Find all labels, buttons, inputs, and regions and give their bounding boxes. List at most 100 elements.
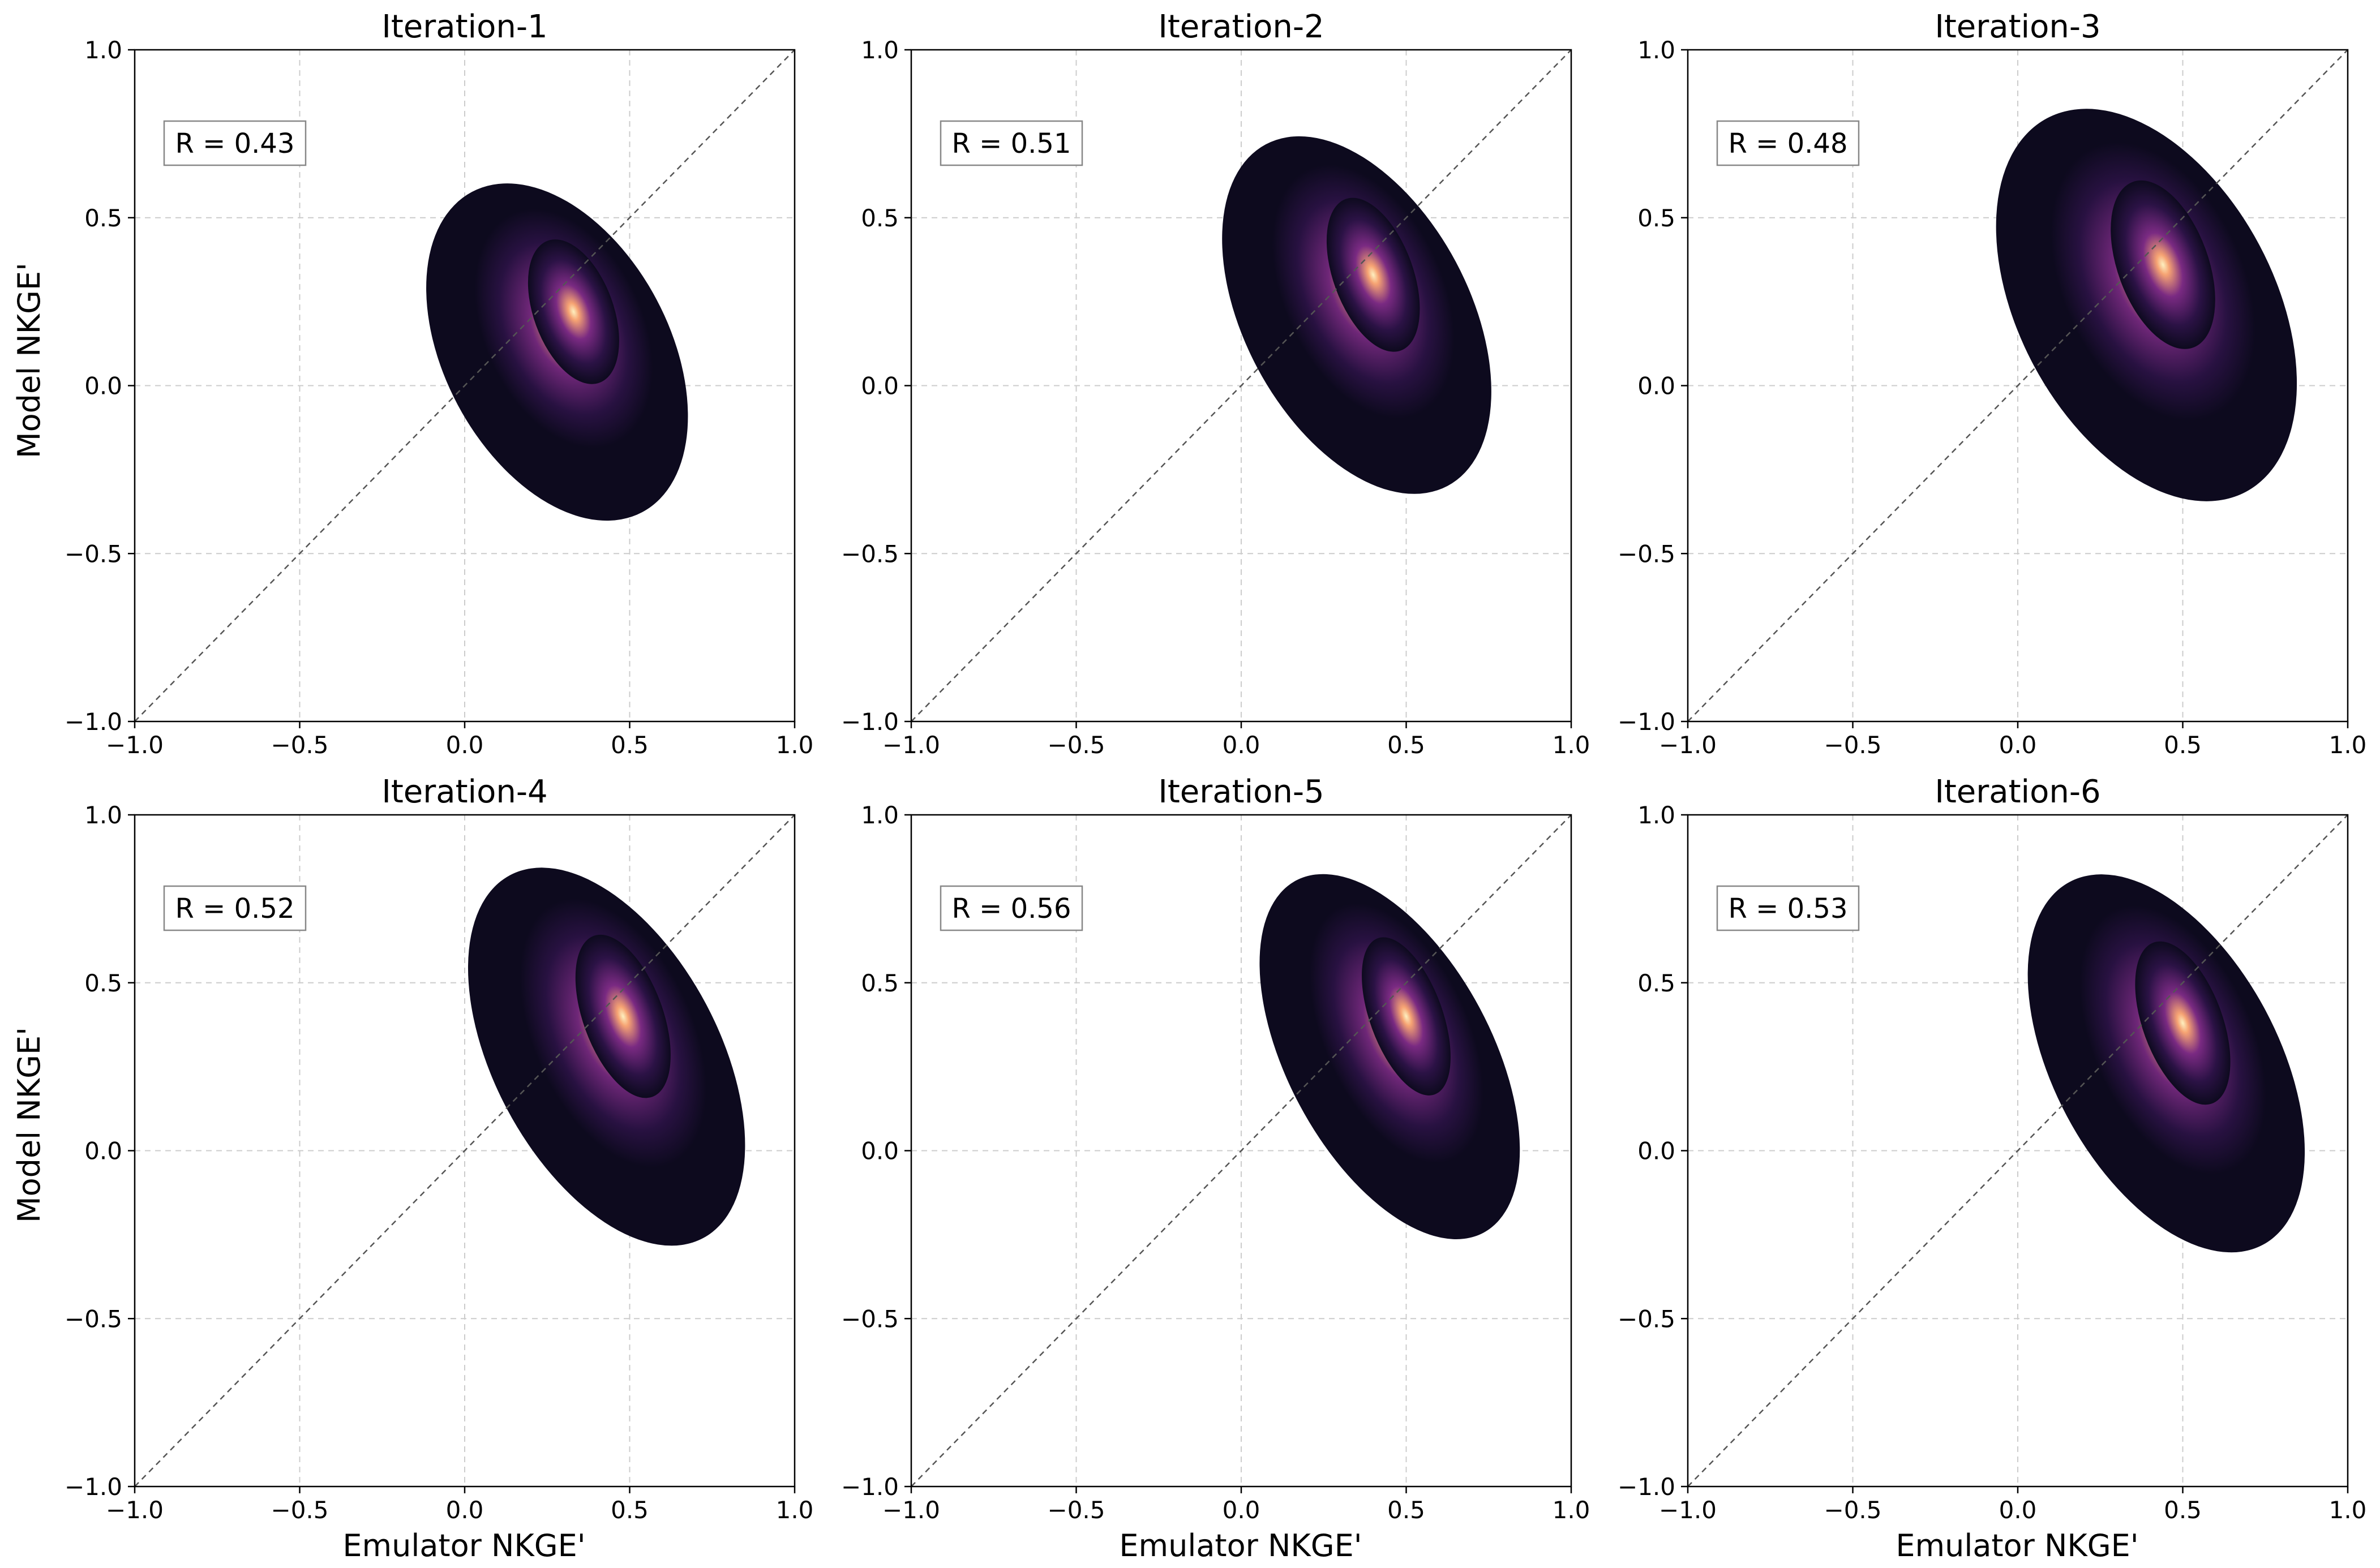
reference-line — [1687, 49, 2348, 722]
panel-title: Iteration-3 — [1935, 8, 2100, 45]
x-tick-label: 0.0 — [1223, 731, 1260, 759]
x-tick-label: 0.0 — [1999, 1496, 2037, 1524]
x-tick-label: 0.0 — [1223, 1496, 1260, 1524]
y-tick-label: 0.5 — [861, 204, 899, 232]
x-tick-label: −1.0 — [1659, 731, 1717, 759]
correlation-annotation: R = 0.43 — [163, 120, 307, 166]
panel-title: Iteration-2 — [1158, 8, 1324, 45]
y-tick-label: 1.0 — [1637, 801, 1675, 829]
panel-title: Iteration-6 — [1935, 774, 2100, 810]
y-tick-label: 1.0 — [84, 801, 122, 829]
panel-iteration-2: −1.0−1.0 −0.5 −0.5 0.0 0.0 0.5 0.5 1.0 1.0 Iterat… — [841, 8, 1590, 759]
correlation-annotation: R = 0.53 — [1716, 885, 1860, 931]
x-tick-label: 0.5 — [1387, 731, 1425, 759]
density-core — [1326, 197, 1420, 352]
y-tick-label: 0.5 — [1637, 204, 1675, 232]
y-tick-label: 1.0 — [861, 36, 899, 64]
x-tick-label: 1.0 — [776, 1496, 814, 1524]
correlation-value: R = 0.52 — [175, 893, 295, 925]
x-tick-label: 1.0 — [776, 731, 814, 759]
density-core — [1362, 937, 1451, 1096]
density-core — [2111, 180, 2215, 349]
correlation-annotation: R = 0.51 — [940, 120, 1083, 166]
x-tick-label: 0.5 — [1387, 1496, 1425, 1524]
x-tick-label: −0.5 — [271, 731, 329, 759]
x-tick-label: −0.5 — [271, 1496, 329, 1524]
y-tick-label: 0.0 — [1637, 1137, 1675, 1165]
x-tick-label: 0.0 — [1999, 731, 2037, 759]
density-core — [2135, 941, 2231, 1105]
correlation-value: R = 0.56 — [952, 893, 1071, 925]
x-tick-label: −0.5 — [1048, 731, 1105, 759]
y-tick-label: 1.0 — [1637, 36, 1675, 64]
x-tick-label: −0.5 — [1824, 731, 1882, 759]
correlation-value: R = 0.43 — [175, 128, 295, 160]
y-axis-label-bottom: Model NKGE' — [11, 1027, 47, 1223]
y-tick-label: 0.0 — [861, 1137, 899, 1165]
correlation-value: R = 0.53 — [1729, 893, 1848, 925]
y-tick-label: −0.5 — [841, 540, 899, 568]
y-tick-label: 0.0 — [84, 1137, 122, 1165]
x-tick-label: −1.0 — [882, 1496, 940, 1524]
density-cloud — [1996, 109, 2297, 501]
panel-title: Iteration-4 — [381, 774, 547, 810]
correlation-value: R = 0.48 — [1729, 128, 1848, 160]
x-tick-label: −1.0 — [106, 1496, 164, 1524]
panel-iteration-4: −1.0−1.0 −0.5 −0.5 0.0 0.0 0.5 0.5 1.0 1.0 Iterat… — [65, 774, 813, 1524]
y-tick-label: −1.0 — [65, 708, 122, 736]
panel-iteration-5: −1.0−1.0 −0.5 −0.5 0.0 0.0 0.5 0.5 1.0 1.0 Iterat… — [841, 774, 1590, 1524]
panel-title: Iteration-5 — [1158, 774, 1324, 810]
correlation-value: R = 0.51 — [952, 128, 1071, 160]
x-tick-label: −1.0 — [1659, 1496, 1717, 1524]
x-tick-label: 0.0 — [446, 1496, 484, 1524]
panel-iteration-6: −1.0−1.0 −0.5 −0.5 0.0 0.0 0.5 0.5 1.0 1.0 Iterat… — [1618, 774, 2366, 1524]
y-tick-label: 1.0 — [861, 801, 899, 829]
y-tick-label: −1.0 — [1618, 1473, 1675, 1501]
x-tick-label: 1.0 — [1553, 731, 1590, 759]
density-cloud — [1259, 874, 1520, 1239]
y-tick-label: 1.0 — [84, 36, 122, 64]
y-tick-label: −0.5 — [1618, 540, 1675, 568]
x-tick-label: 0.5 — [2164, 731, 2202, 759]
x-axis-label-1: Emulator NKGE' — [342, 1528, 585, 1563]
y-tick-label: −1.0 — [1618, 708, 1675, 736]
panel-iteration-1: −1.0−1.0 −0.5 −0.5 0.0 0.0 0.5 0.5 1.0 1.0 Iterat… — [65, 8, 813, 759]
reference-line — [134, 814, 795, 1487]
correlation-annotation: R = 0.52 — [163, 885, 307, 931]
y-tick-label: −0.5 — [65, 540, 122, 568]
y-tick-label: 0.0 — [84, 372, 122, 400]
x-tick-label: 0.5 — [611, 1496, 649, 1524]
x-tick-label: 0.0 — [446, 731, 484, 759]
reference-line — [1687, 814, 2348, 1487]
density-core — [575, 934, 671, 1098]
density-core — [528, 239, 619, 384]
x-tick-label: −1.0 — [106, 731, 164, 759]
x-axis-label-3: Emulator NKGE' — [1896, 1528, 2138, 1563]
y-axis-label-top: Model NKGE' — [11, 263, 47, 458]
y-tick-label: −0.5 — [841, 1305, 899, 1333]
correlation-annotation: R = 0.56 — [940, 885, 1083, 931]
y-tick-label: −1.0 — [65, 1473, 122, 1501]
reference-line — [911, 814, 1572, 1487]
density-cloud — [1222, 136, 1491, 494]
x-tick-label: −0.5 — [1824, 1496, 1882, 1524]
reference-line — [911, 49, 1572, 722]
panel-iteration-3: −1.0−1.0 −0.5 −0.5 0.0 0.0 0.5 0.5 1.0 1.0 Iterat… — [1618, 8, 2366, 759]
panel-title: Iteration-1 — [381, 8, 547, 45]
y-tick-label: −0.5 — [1618, 1305, 1675, 1333]
x-tick-label: 0.5 — [611, 731, 649, 759]
y-tick-label: 0.5 — [861, 969, 899, 997]
x-tick-label: 0.5 — [2164, 1496, 2202, 1524]
correlation-annotation: R = 0.48 — [1716, 120, 1860, 166]
y-tick-label: −1.0 — [841, 1473, 899, 1501]
x-tick-label: 1.0 — [2329, 1496, 2367, 1524]
y-tick-label: 0.5 — [1637, 969, 1675, 997]
y-tick-label: 0.5 — [84, 204, 122, 232]
density-cloud — [2027, 874, 2305, 1253]
x-tick-label: 1.0 — [2329, 731, 2367, 759]
y-tick-label: 0.0 — [1637, 372, 1675, 400]
x-tick-label: −1.0 — [882, 731, 940, 759]
y-tick-label: −1.0 — [841, 708, 899, 736]
y-tick-label: 0.5 — [84, 969, 122, 997]
